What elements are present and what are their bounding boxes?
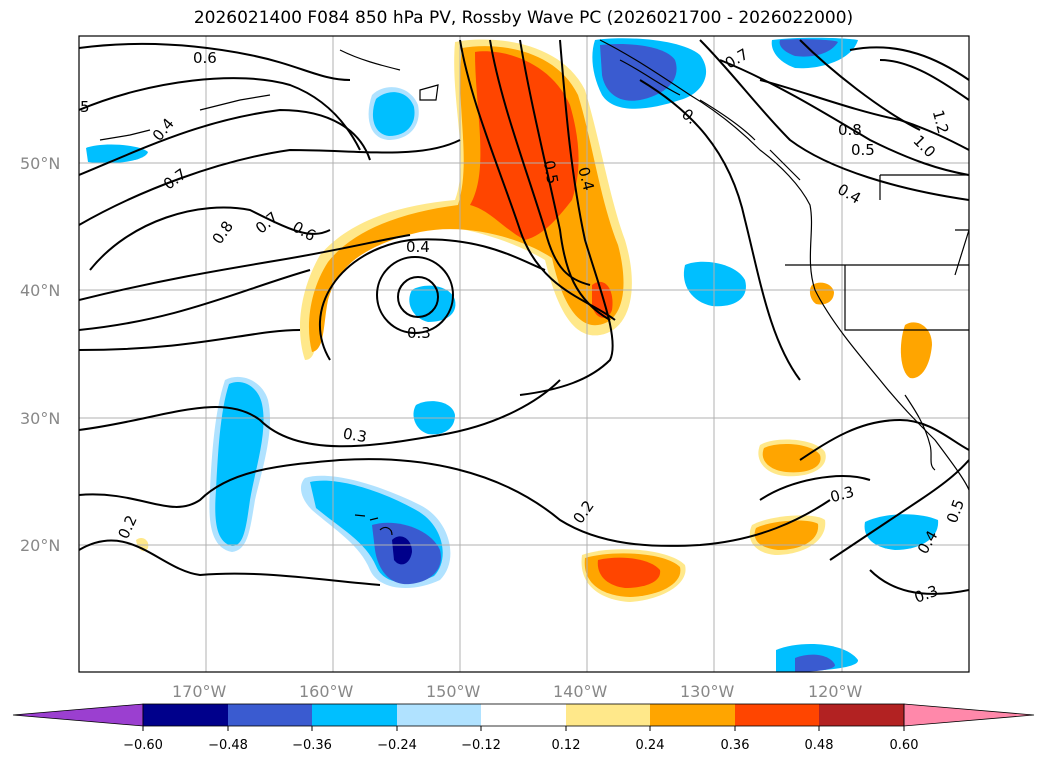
lon-label: 120°W [808, 682, 863, 701]
colorbar-ticks [142, 726, 905, 731]
lat-label: 40°N [20, 281, 60, 300]
lat-label: 50°N [20, 154, 60, 173]
colorbar-tick-label: 0.12 [552, 738, 581, 753]
coastlines [99, 39, 969, 536]
contour-label: 0.4 [834, 180, 864, 208]
colorbar-tick-label: −0.12 [461, 738, 501, 753]
contour-label: 0.5 [540, 159, 562, 186]
positive-anomaly-south-inner [597, 557, 661, 588]
colorbar: −0.60 −0.48 −0.36 −0.24 −0.12 0.12 0.24 … [12, 703, 1035, 753]
contour-label: 0.4 [574, 165, 598, 193]
colorbar-bin [650, 704, 735, 726]
colorbar-bin [566, 704, 650, 726]
colorbar-bin [312, 704, 397, 726]
colorbar-tick-label: −0.36 [292, 738, 332, 753]
positive-anomaly-se2-inner [754, 520, 819, 550]
contour-label: 0.3 [828, 483, 856, 507]
negative-anomaly-aleutian [86, 144, 148, 164]
contour-label: 0.2 [114, 512, 140, 541]
contour-label: 0.3 [342, 424, 369, 446]
contour-label: 0.8 [209, 218, 237, 248]
colorbar-tick-label: −0.48 [208, 738, 248, 753]
colorbar-bin [228, 704, 312, 726]
contour-label: 0.3 [407, 324, 431, 342]
contour-label: 0.6 [193, 49, 217, 67]
colorbar-bin [143, 704, 228, 726]
lat-labels: 50°N 40°N 30°N 20°N [20, 154, 60, 555]
lat-label: 30°N [20, 409, 60, 428]
negative-anomaly-strip-inner [215, 382, 264, 546]
lon-label: 140°W [553, 682, 608, 701]
contour-label: 0.4 [406, 238, 430, 256]
shading-layer [86, 37, 939, 672]
chart-title: 2026021400 F084 850 hPa PV, Rossby Wave … [193, 8, 854, 28]
contour-label: 0.7 [160, 165, 190, 193]
lon-labels: 170°W 160°W 150°W 140°W 130°W 120°W [172, 682, 863, 701]
negative-anomaly-1-inner [372, 92, 415, 136]
pv-contours [79, 39, 969, 595]
colorbar-bin [397, 704, 481, 726]
colorbar-under-arrow [12, 703, 144, 727]
contour-label: 0.5 [943, 497, 968, 526]
colorbar-tick-label: 0.60 [890, 738, 919, 753]
contour-label: 1.0 [910, 132, 940, 162]
lon-label: 130°W [680, 682, 735, 701]
colorbar-tick-label: −0.60 [123, 738, 163, 753]
contour-label: 0.6 [289, 218, 319, 246]
positive-anomaly-se1-inner [762, 443, 821, 473]
colorbar-tick-label: 0.36 [721, 738, 750, 753]
contour-label: 0.2 [569, 497, 597, 527]
positive-anomaly-baja [900, 322, 932, 379]
lon-label: 150°W [426, 682, 481, 701]
contour-label: 0.4 [149, 115, 178, 145]
colorbar-tick-label: 0.48 [805, 738, 834, 753]
contour-label: 0.8 [838, 121, 862, 139]
contour-label: 0.5 [851, 141, 875, 159]
contour-label: 0.3 [912, 582, 941, 607]
negative-anomaly-east [683, 261, 746, 307]
negative-anomaly-hawaii-core [392, 536, 412, 565]
colorbar-tick-label: 0.24 [636, 738, 665, 753]
colorbar-frame [142, 703, 905, 727]
colorbar-bin [819, 704, 904, 726]
colorbar-bin [735, 704, 819, 726]
colorbar-over-arrow [903, 703, 1035, 727]
negative-anomaly-mexico [864, 514, 939, 550]
map-frame [78, 35, 970, 673]
colorbar-bin [481, 704, 566, 726]
negative-anomaly-gulf-inner [600, 43, 677, 101]
colorbar-tick-label: −0.24 [377, 738, 417, 753]
lat-label: 20°N [20, 536, 60, 555]
contour-label: 5 [80, 98, 90, 116]
lon-label: 160°W [299, 682, 354, 701]
contour-label: 1.2 [929, 108, 953, 136]
negative-anomaly-bottom-inner [795, 654, 835, 672]
negative-anomaly-low-center [409, 285, 456, 322]
positive-anomaly-cali [809, 282, 834, 305]
lon-label: 170°W [172, 682, 227, 701]
